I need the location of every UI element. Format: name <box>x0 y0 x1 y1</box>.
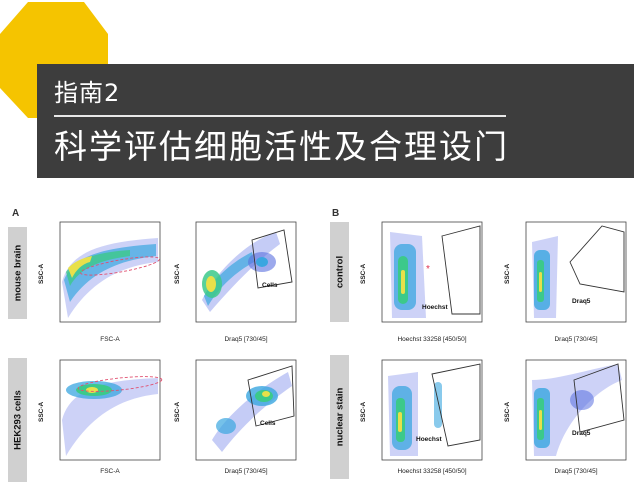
plot-a-mouse-brain-draq5: Cells SSC-A Draq5 [730/45] <box>174 221 297 343</box>
row-label-control: control <box>330 222 349 322</box>
y-axis-label: SSC-A <box>360 263 367 284</box>
row-label-mouse-brain: mouse brain <box>8 227 27 319</box>
y-axis-label: SSC-A <box>174 401 181 422</box>
y-axis-label: SSC-A <box>504 401 511 422</box>
row-label-nuclear-stain: nuclear stain <box>330 355 349 479</box>
page-title: 科学评估细胞活性及合理设门 <box>54 127 509 166</box>
panel-a-label: A <box>12 208 20 219</box>
y-axis-label: SSC-A <box>38 401 45 422</box>
svg-text:*: * <box>426 264 430 275</box>
title-banner <box>37 64 634 178</box>
gate-label-cells: Cells <box>262 282 278 289</box>
x-axis-label: Draq5 [730/45] <box>554 336 598 343</box>
plot-a-hek293-draq5: Cells SSC-A Draq5 [730/45] <box>174 359 297 475</box>
gate-label-hoechst: Hoechst <box>416 436 442 443</box>
x-axis-label: FSC-A <box>100 336 120 343</box>
x-axis-label: Draq5 [730/45] <box>224 336 268 343</box>
gate-label-hoechst: Hoechst <box>422 304 448 311</box>
plot-b-nuclear-hoechst: Hoechst SSC-A Hoechst 33258 [450/50] <box>360 359 483 475</box>
plot-b-control-draq5: Draq5 SSC-A Draq5 [730/45] <box>504 221 627 343</box>
y-axis-label: SSC-A <box>38 263 45 284</box>
x-axis-label: Draq5 [730/45] <box>224 468 268 475</box>
y-axis-label: SSC-A <box>360 401 367 422</box>
panel-b-label: B <box>332 208 340 219</box>
gate-label-draq5: Draq5 <box>572 298 591 305</box>
y-axis-label: SSC-A <box>504 263 511 284</box>
plot-a-hek293-fsc: SSC-A FSC-A <box>38 359 163 475</box>
x-axis-label: Hoechst 33258 [450/50] <box>397 336 467 343</box>
plot-a-mouse-brain-fsc: SSC-A FSC-A <box>38 221 161 343</box>
gate-label-draq5: Draq5 <box>572 430 591 437</box>
plot-b-control-hoechst: * Hoechst SSC-A Hoechst 33258 [450/50] <box>360 221 483 343</box>
flow-cytometry-figure: A B mouse brain HEK293 cells control nuc… <box>0 200 640 482</box>
y-axis-label: SSC-A <box>174 263 181 284</box>
guide-subtitle: 指南2 <box>54 79 121 107</box>
x-axis-label: FSC-A <box>100 468 120 475</box>
x-axis-label: Draq5 [730/45] <box>554 468 598 475</box>
row-label-hek293: HEK293 cells <box>8 358 27 482</box>
gate-label-cells: Cells <box>260 420 276 427</box>
plot-b-nuclear-draq5: Draq5 SSC-A Draq5 [730/45] <box>504 359 627 475</box>
x-axis-label: Hoechst 33258 [450/50] <box>397 468 467 475</box>
title-divider <box>54 115 506 117</box>
